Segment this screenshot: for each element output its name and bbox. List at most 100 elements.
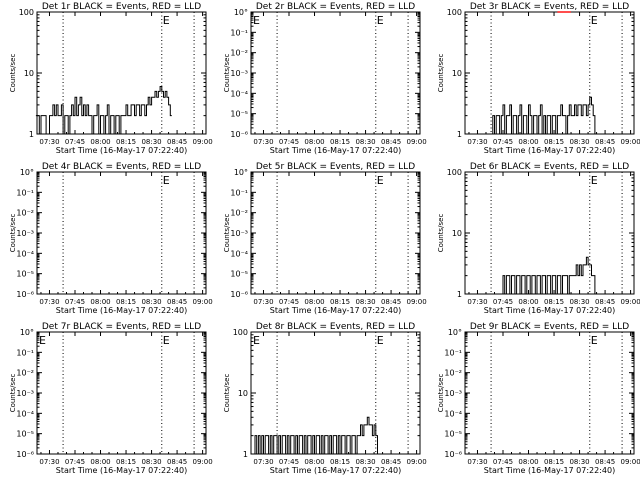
y-tick-label: 1 [243,450,248,459]
x-tick-label: 08:00 [304,458,324,466]
detector-panel-1: Det 1r BLACK = Events, RED = LLD 07:30 07:… [9,2,213,155]
x-axis-label: Start Time (16-May-17 07:22:40) [484,306,615,315]
marker-label: E [39,334,46,347]
x-tick-label: 09:00 [407,138,427,146]
detector-panel-4: Det 4r BLACK = Events, RED = LLD 07:30 07:… [9,162,213,315]
y-tick-label: 10° [234,168,248,177]
x-axis-label: Start Time (16-May-17 07:22:40) [270,466,401,475]
y-tick-label: 10⁻⁴ [444,409,462,418]
y-tick-label: 10⁻² [230,49,248,58]
y-tick-label: 100 [19,8,34,17]
y-tick-label: 10⁻⁴ [16,249,34,258]
detector-panel-6: Det 6r BLACK = Events, RED = LLD 07:30 07:… [437,162,640,315]
y-tick-label: 10⁻⁶ [444,450,462,459]
panel-title: Det 8r BLACK = Events, RED = LLD [256,322,415,332]
x-tick-label: 08:45 [595,458,615,466]
y-tick-label: 10⁻² [16,369,34,378]
x-tick-label: 08:45 [381,458,401,466]
y-tick-label: 100 [447,168,462,177]
y-axis-label: Counts/sec [437,214,445,253]
detector-panel-5: Det 5r BLACK = Events, RED = LLD 07:30 07:… [223,162,427,315]
y-tick-label: 10⁻³ [16,229,34,238]
x-tick-label: 08:15 [544,298,564,306]
x-tick-label: 07:30 [39,458,59,466]
x-tick-label: 09:00 [621,138,640,146]
y-tick-label: 10⁻² [230,209,248,218]
panel-title: Det 3r BLACK = Events, RED = LLD [470,2,629,12]
plot-frame [464,331,635,455]
y-tick-label: 10⁻³ [16,389,34,398]
x-tick-label: 08:00 [90,138,110,146]
x-tick-label: 07:45 [493,138,513,146]
x-tick-label: 08:15 [330,138,350,146]
plot-frame [250,171,421,295]
x-tick-label: 09:00 [621,298,640,306]
x-tick-label: 08:45 [167,138,187,146]
y-tick-label: 10 [452,69,462,78]
x-tick-label: 07:30 [467,138,487,146]
x-tick-label: 08:15 [116,458,136,466]
y-tick-label: 100 [447,8,462,17]
x-tick-label: 07:45 [279,298,299,306]
y-tick-label: 10 [238,389,248,398]
y-tick-label: 10⁻⁶ [16,450,34,459]
x-tick-label: 07:30 [467,298,487,306]
y-tick-label: 10⁻¹ [16,348,34,357]
panel-title: Det 2r BLACK = Events, RED = LLD [256,2,415,12]
y-tick-label: 100 [233,328,248,337]
marker-label: E [163,334,170,347]
x-axis-label: Start Time (16-May-17 07:22:40) [56,466,187,475]
y-tick-label: 10⁻⁵ [230,110,248,119]
detector-panel-7: Det 7r BLACK = Events, RED = LLD 07:30 07:… [9,322,213,475]
x-tick-label: 08:45 [381,138,401,146]
detector-panel-3: Det 3r BLACK = Events, RED = LLD 07:30 07:… [437,2,640,155]
x-tick-label: 08:30 [355,298,375,306]
x-tick-label: 08:15 [116,298,136,306]
x-tick-label: 08:15 [330,458,350,466]
x-tick-label: 08:30 [141,138,161,146]
x-tick-label: 07:45 [279,138,299,146]
events-series [501,256,597,295]
y-axis-label: Counts/sec [9,214,17,253]
y-tick-label: 1 [457,290,462,299]
marker-label: E [591,14,598,27]
x-tick-label: 08:00 [90,458,110,466]
x-tick-label: 08:30 [355,458,375,466]
x-tick-label: 08:30 [569,298,589,306]
y-tick-label: 10⁻³ [230,229,248,238]
y-tick-label: 10⁻⁶ [230,130,248,139]
y-tick-label: 10⁻⁵ [444,430,462,439]
y-tick-label: 10⁻³ [444,389,462,398]
x-tick-label: 08:00 [304,298,324,306]
y-axis-label: Counts/sec [223,374,231,413]
plot-frame [250,11,421,135]
x-axis-label: Start Time (16-May-17 07:22:40) [484,466,615,475]
y-axis-label: Counts/sec [437,374,445,413]
x-tick-label: 07:45 [493,458,513,466]
x-tick-label: 07:30 [39,298,59,306]
y-axis-label: Counts/sec [223,214,231,253]
events-series [35,86,172,135]
x-tick-label: 09:00 [193,298,213,306]
x-tick-label: 08:30 [569,458,589,466]
marker-label: E [163,174,170,187]
x-tick-label: 08:45 [595,298,615,306]
detector-panel-8: Det 8r BLACK = Events, RED = LLD 07:30 07:… [223,322,427,475]
y-tick-label: 10 [452,229,462,238]
x-tick-label: 08:45 [167,458,187,466]
y-tick-label: 10⁻¹ [444,348,462,357]
x-tick-label: 09:00 [407,298,427,306]
x-tick-label: 07:45 [493,298,513,306]
y-tick-label: 10⁻⁶ [230,290,248,299]
y-tick-label: 10⁻⁴ [230,89,248,98]
plot-frame [36,171,207,295]
y-tick-label: 10⁻⁴ [230,249,248,258]
x-tick-label: 07:45 [65,458,85,466]
x-tick-label: 08:15 [116,138,136,146]
x-tick-label: 09:00 [407,458,427,466]
y-tick-label: 1 [457,130,462,139]
marker-label: E [377,174,384,187]
marker-label: E [377,334,384,347]
x-tick-label: 08:30 [569,138,589,146]
